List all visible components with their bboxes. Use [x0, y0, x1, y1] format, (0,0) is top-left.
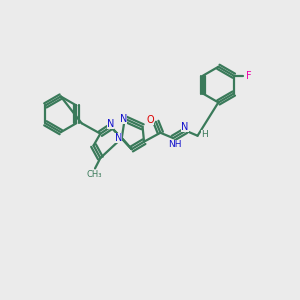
Text: N: N — [182, 122, 189, 131]
Text: N: N — [107, 119, 115, 129]
Text: N: N — [120, 114, 127, 124]
Text: F: F — [246, 71, 251, 81]
Text: O: O — [147, 115, 154, 125]
Text: CH₃: CH₃ — [87, 170, 102, 179]
Text: N: N — [115, 133, 122, 142]
Text: H: H — [201, 130, 208, 139]
Text: NH: NH — [168, 140, 182, 148]
